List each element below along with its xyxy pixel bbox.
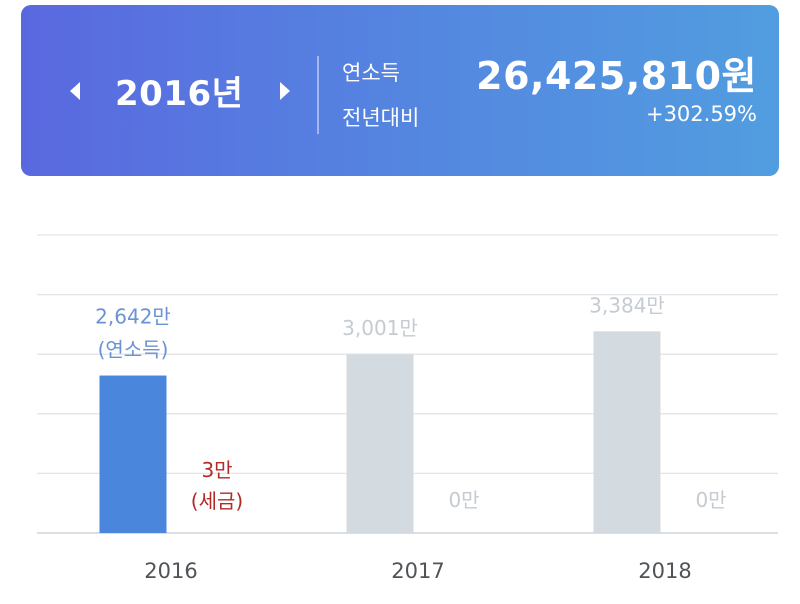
selected-year: 2016년 xyxy=(115,74,244,114)
previous-year-button[interactable] xyxy=(63,79,87,103)
next-year-button[interactable] xyxy=(273,79,297,103)
yoy-change-value: +302.59% xyxy=(645,102,757,126)
x-axis-label-2018[interactable]: 2018 xyxy=(638,559,691,583)
x-axis-label-2016[interactable]: 2016 xyxy=(144,559,197,583)
caret-right-icon xyxy=(280,81,291,100)
income-summary-card: 2016년 연소득 전년대비 26,425,810원 +302.59% xyxy=(21,5,779,176)
income-value-label-2018: 3,384만 xyxy=(589,293,665,317)
tax-value-label-2016: 3만 xyxy=(201,458,232,482)
yoy-label: 전년대비 xyxy=(342,106,420,130)
tax-value-label-2017: 0만 xyxy=(448,488,479,512)
tax-caption-label: (세금) xyxy=(191,489,243,513)
annual-income-value: 26,425,810원 xyxy=(476,54,757,98)
income-bar-2017[interactable] xyxy=(346,354,414,533)
year-navigator: 2016년 xyxy=(63,5,297,176)
income-caption-label: (연소득) xyxy=(98,338,169,362)
income-value-label-2016: 2,642만 xyxy=(95,305,171,329)
income-bar-2018[interactable] xyxy=(593,331,661,533)
x-axis-label-2017[interactable]: 2017 xyxy=(391,559,444,583)
header-divider xyxy=(317,56,319,134)
income-bar-2016[interactable] xyxy=(99,375,167,533)
tax-value-label-2018: 0만 xyxy=(695,488,726,512)
annual-income-label: 연소득 xyxy=(342,61,400,85)
caret-left-icon xyxy=(70,81,80,100)
income-value-label-2017: 3,001만 xyxy=(342,316,418,340)
